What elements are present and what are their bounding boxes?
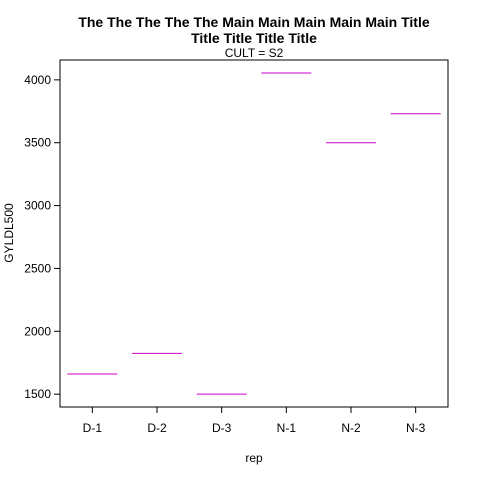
y-tick-label: 4000 <box>24 73 51 87</box>
y-tick-label: 3500 <box>24 136 51 150</box>
y-tick-label: 3000 <box>24 199 51 213</box>
y-tick-label: 1500 <box>24 387 51 401</box>
plot-frame <box>59 59 449 408</box>
x-tick-label: D-1 <box>83 421 103 435</box>
x-tick-label: D-3 <box>212 421 232 435</box>
chart-title-line-1: The The The The The Main Main Main Main … <box>78 14 430 30</box>
y-axis-label: GYLDL500 <box>2 203 16 263</box>
chart-title-line-2: Title Title Title Title <box>191 30 317 46</box>
x-tick-label: N-2 <box>341 421 361 435</box>
y-axis: 1500 2000 2500 3000 3500 4000 <box>24 73 60 401</box>
chart-subtitle: CULT = S2 <box>225 46 284 60</box>
x-tick-label: N-3 <box>406 421 426 435</box>
x-axis-label: rep <box>245 451 263 465</box>
x-tick-label: D-2 <box>147 421 167 435</box>
x-tick-label: N-1 <box>277 421 297 435</box>
y-tick-label: 2000 <box>24 324 51 338</box>
data-marks <box>67 72 441 395</box>
y-tick-label: 2500 <box>24 261 51 275</box>
x-axis: D-1 D-2 D-3 N-1 N-2 N-3 <box>83 407 426 435</box>
